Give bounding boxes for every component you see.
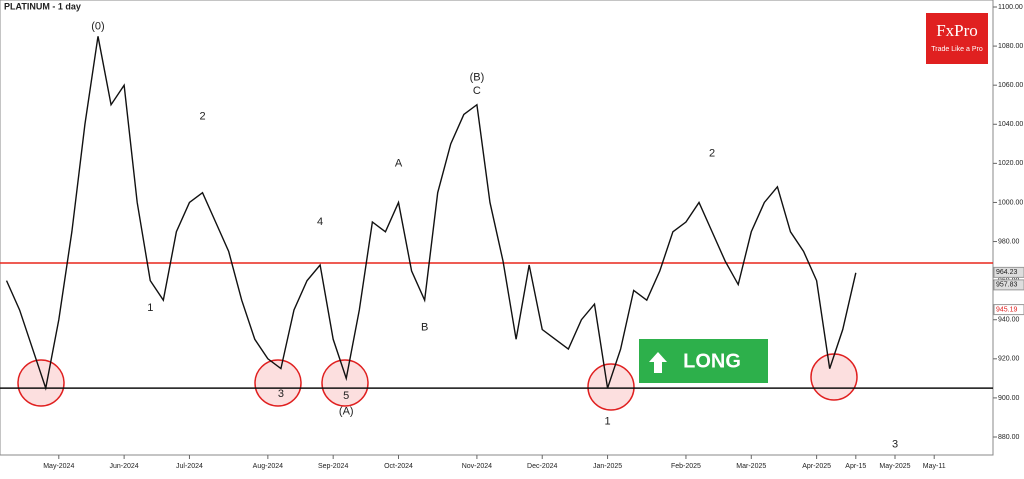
- wave-label: B: [421, 321, 428, 333]
- x-tick-label: Aug-2024: [253, 463, 283, 470]
- wave-label: 4: [317, 216, 323, 228]
- x-tick-label: May-2024: [43, 463, 74, 470]
- y-tick-label: 1080.00: [998, 43, 1023, 50]
- signal-label: LONG: [683, 350, 741, 372]
- x-tick-label: Nov-2024: [462, 463, 492, 470]
- support-circle: [254, 359, 302, 407]
- wave-label: (A): [339, 405, 354, 417]
- x-tick-label: Jan-2025: [593, 463, 622, 470]
- logo-tagline: Trade Like a Pro: [931, 46, 983, 53]
- y-tick-label: 1060.00: [998, 82, 1023, 89]
- x-tick-label: May-11: [923, 463, 946, 470]
- x-tick-label: Sep-2024: [318, 463, 348, 470]
- signal-arrow: [649, 352, 667, 373]
- x-tick-label: May-2025: [879, 463, 910, 470]
- y-tick-label: 1020.00: [998, 160, 1023, 167]
- wave-label: 3: [278, 388, 284, 400]
- y-tick-label: 900.00: [998, 395, 1020, 402]
- wave-label: 1: [604, 415, 610, 427]
- plot-frame: [0, 0, 994, 456]
- wave-label: 1: [147, 302, 153, 314]
- wave-label: 5: [343, 390, 349, 402]
- x-tick-label: Feb-2025: [671, 463, 701, 470]
- y-tick-label: 880.00: [998, 434, 1020, 441]
- wave-label: C: [473, 85, 481, 97]
- x-tick-label: Apr-2025: [802, 463, 831, 470]
- y-tick-label: 980.00: [998, 238, 1020, 245]
- support-circle: [321, 359, 369, 407]
- wave-label: A: [395, 157, 403, 169]
- chart-title: PLATINUM - 1 day: [4, 1, 81, 11]
- support-circle: [17, 359, 65, 407]
- y-tick-label: 1040.00: [998, 121, 1023, 128]
- y-tick-label: 920.00: [998, 356, 1020, 363]
- price-tag-label: 945.19: [996, 306, 1018, 313]
- y-tick-label: 940.00: [998, 317, 1020, 324]
- wave-label: (B): [470, 71, 485, 83]
- support-circle: [810, 353, 858, 401]
- support-circle: [587, 363, 635, 411]
- wave-label: 2: [709, 147, 715, 159]
- logo-box: [926, 13, 988, 64]
- circles: [17, 353, 858, 411]
- wave-label: 2: [199, 110, 205, 122]
- logo: FxPro: [936, 21, 978, 40]
- price-line: [5, 36, 857, 391]
- x-tick-label: Mar-2025: [736, 463, 766, 470]
- price-tag: [993, 304, 1024, 316]
- x-tick-label: Apr-15: [845, 463, 866, 470]
- y-tick-label: 1000.00: [998, 199, 1023, 206]
- price-tag-label: 964.23: [996, 269, 1018, 276]
- price-tag: [993, 279, 1024, 291]
- wave-label: 3: [892, 439, 898, 451]
- x-tick-label: Dec-2024: [527, 463, 557, 470]
- x-tick-label: Jul-2024: [176, 463, 203, 470]
- price-tag-label: 957.83: [996, 282, 1018, 289]
- y-tick-label: 1100.00: [998, 4, 1023, 11]
- x-tick-label: Oct-2024: [384, 463, 413, 470]
- wave-label: (0): [91, 20, 104, 32]
- price-tag: [993, 266, 1024, 278]
- x-tick-label: Jun-2024: [110, 463, 139, 470]
